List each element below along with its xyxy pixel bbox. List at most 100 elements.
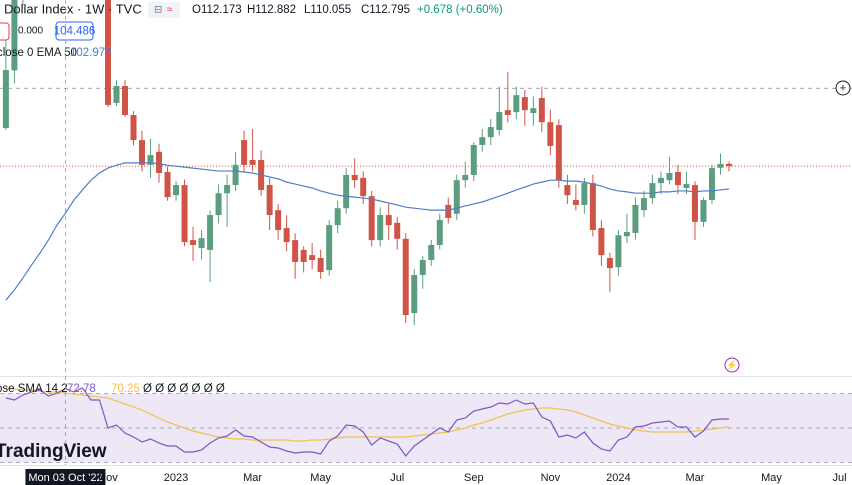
rsi-sma-value: 70.25 <box>111 383 140 395</box>
legend-buttons[interactable] <box>148 2 180 18</box>
candle-body <box>445 204 452 218</box>
candle-body <box>700 200 707 222</box>
x-tick-label: Nov <box>541 472 561 484</box>
crosshair-label: Mon 03 Oct '22 <box>28 472 102 484</box>
candle-body <box>275 210 282 231</box>
candle-body <box>215 193 222 216</box>
candle-body <box>657 177 664 184</box>
candle-body <box>241 140 248 165</box>
candle-body <box>479 137 486 145</box>
candle-body <box>292 240 299 262</box>
candle-body <box>104 0 111 105</box>
rsi-line <box>5 387 729 457</box>
x-tick-label: May <box>761 472 782 484</box>
x-tick-label: 2023 <box>164 472 188 484</box>
ohlc-close: C112.795 <box>361 4 410 16</box>
candle-body <box>300 249 307 262</box>
main-pane <box>0 0 852 326</box>
zero-value: 0.000 <box>18 26 43 37</box>
candle-body <box>496 112 503 130</box>
candle-body <box>598 228 605 256</box>
candle-body <box>708 168 715 201</box>
candle-body <box>572 200 579 205</box>
candle-body <box>717 163 724 168</box>
candle-body <box>487 127 494 138</box>
candle-body <box>513 95 520 113</box>
candle-body <box>190 240 197 246</box>
rsi-label: ose SMA 14 2 <box>0 383 68 395</box>
candle-body <box>394 222 401 239</box>
candle-body <box>164 172 171 198</box>
candle-body <box>725 163 732 167</box>
candle-body <box>589 183 596 231</box>
candle-body <box>283 228 290 243</box>
candle-body <box>343 174 350 209</box>
candle-body <box>649 183 656 199</box>
ohlc-low: L110.055 <box>304 4 351 16</box>
wave-icon: ≈ <box>167 5 173 16</box>
rsi-sma-line <box>5 387 730 442</box>
candle-body <box>147 155 154 165</box>
candle-body <box>113 86 120 103</box>
ema-label: close 0 EMA 50 <box>0 47 77 59</box>
ohlc-change: +0.678 (+0.60%) <box>417 4 503 16</box>
candle-body <box>156 151 163 174</box>
cut-badge <box>0 22 10 41</box>
x-tick-label: Mar <box>243 472 262 484</box>
candle-body <box>453 180 460 214</box>
candle-body <box>198 238 205 248</box>
event-icon[interactable] <box>724 357 740 373</box>
rsi-extra: Ø Ø Ø Ø Ø Ø Ø <box>143 383 225 395</box>
candle-body <box>368 196 375 241</box>
candle-body <box>504 110 511 116</box>
x-tick-label: Jul <box>390 472 404 484</box>
candle-body <box>606 258 613 269</box>
candle-body <box>181 185 188 243</box>
candle-body <box>351 174 358 181</box>
candle-body <box>334 208 341 226</box>
ohlc-high: H112.882 <box>247 4 296 16</box>
candle-body <box>11 0 18 71</box>
candle-body <box>402 238 409 316</box>
candle-body <box>691 185 698 222</box>
candle-body <box>640 198 647 211</box>
crosshair-label-box <box>25 469 106 485</box>
candle-body <box>249 159 256 165</box>
ema-line <box>5 162 730 301</box>
candle-body <box>666 173 673 181</box>
candle-body <box>581 183 588 205</box>
x-tick-label: Nov <box>98 472 118 484</box>
rsi-pane <box>0 387 852 463</box>
candle-body <box>428 245 435 260</box>
candle-body <box>385 215 392 226</box>
candle-body <box>232 164 239 186</box>
candle-body <box>615 235 622 268</box>
candle-body <box>555 125 562 181</box>
x-tick-label: 2024 <box>606 472 630 484</box>
candle-body <box>224 185 231 194</box>
candle-body <box>674 172 681 186</box>
candle-body <box>309 255 316 260</box>
x-tick-label: Mar <box>685 472 704 484</box>
price-box-value: 104.486 <box>54 26 96 38</box>
candle-body <box>530 108 537 114</box>
candle-body <box>377 215 384 241</box>
candle-body <box>411 274 418 314</box>
symbol-title: Dollar Index · 1W · TVC <box>4 1 142 16</box>
x-tick-label: Jul <box>833 472 847 484</box>
candle-body <box>547 122 554 146</box>
candle-body <box>521 97 528 111</box>
overlay: Dollar Index · 1W · TVC ⊟ ≈ O112.173 H11… <box>0 1 851 462</box>
lightning: ⚡ <box>726 359 737 371</box>
candle-body <box>538 98 545 123</box>
watermark: TradingView <box>0 441 107 462</box>
rsi-value: 72.78 <box>67 383 96 395</box>
x-tick-label: Sep <box>464 472 484 484</box>
candle-body <box>419 259 426 275</box>
candle-body <box>360 177 367 197</box>
add-button[interactable] <box>835 80 851 96</box>
x-tick-label: May <box>310 472 331 484</box>
